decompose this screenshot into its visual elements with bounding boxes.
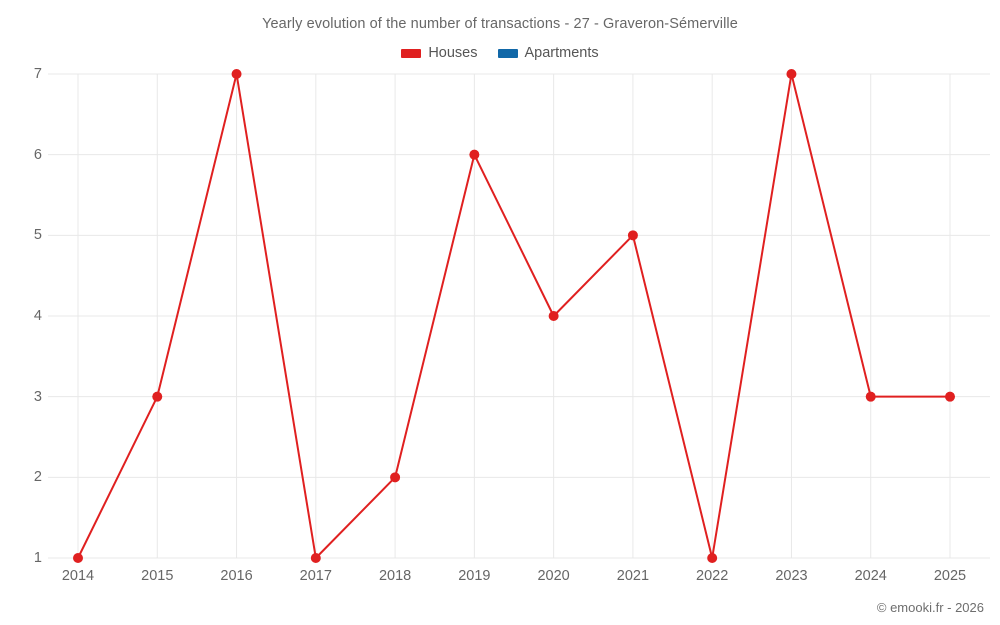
data-point[interactable] (469, 149, 480, 160)
data-point[interactable] (707, 553, 718, 563)
data-point[interactable] (865, 391, 876, 402)
data-point[interactable] (231, 69, 242, 79)
x-axis-tick-label: 2014 (61, 568, 95, 584)
x-axis-tick-label: 2022 (696, 568, 729, 584)
x-axis-tick-label: 2018 (378, 568, 412, 584)
x-axis-tick-label: 2024 (854, 568, 887, 584)
y-axis-tick-label: 4 (33, 307, 42, 324)
data-point[interactable] (786, 69, 797, 79)
chart-title: Yearly evolution of the number of transa… (262, 16, 738, 32)
y-axis-tick-label: 2 (33, 469, 42, 486)
data-point[interactable] (390, 472, 401, 483)
x-axis-tick-label: 2019 (458, 568, 491, 584)
legend-label: Apartments (524, 45, 599, 61)
plot-area (48, 69, 990, 563)
y-axis: 1 2 3 4 5 6 7 (0, 67, 42, 565)
series-line (77, 73, 951, 559)
legend-label: Houses (428, 45, 478, 61)
legend-item-houses[interactable]: Houses (401, 45, 478, 61)
x-axis-tick-label: 2023 (775, 568, 808, 584)
x-axis-tick-label: 2015 (141, 568, 174, 584)
y-axis-tick-label: 5 (33, 227, 42, 244)
x-axis-tick-label: 2025 (933, 568, 967, 584)
y-axis-tick-label: 7 (33, 65, 42, 82)
data-point[interactable] (548, 311, 559, 321)
x-axis-tick-label: 2021 (616, 568, 650, 584)
data-point[interactable] (73, 553, 83, 563)
legend-swatch-icon (497, 48, 518, 58)
x-axis-tick-label: 2016 (220, 568, 253, 584)
footer-credit: © emooki.fr - 2026 (876, 600, 984, 615)
x-axis-tick-label: 2020 (537, 568, 570, 584)
data-point[interactable] (310, 553, 321, 563)
series-houses (73, 69, 955, 563)
x-axis: 2014 2015 2016 2017 2018 2019 2020 2021 2022 2023… (0, 566, 1000, 588)
y-axis-tick-label: 1 (33, 549, 42, 566)
plot-svg (48, 69, 990, 563)
legend-item-apartments[interactable]: Apartments (497, 45, 599, 61)
chart-legend: Houses Apartments (0, 45, 1000, 61)
y-axis-tick-label: 6 (33, 146, 42, 163)
data-point[interactable] (945, 391, 955, 402)
gridlines (48, 73, 990, 559)
x-axis-tick-label: 2017 (299, 568, 332, 584)
data-point[interactable] (627, 230, 638, 241)
legend-swatch-icon (401, 48, 422, 58)
y-axis-tick-label: 3 (33, 388, 42, 405)
data-point[interactable] (152, 391, 163, 402)
